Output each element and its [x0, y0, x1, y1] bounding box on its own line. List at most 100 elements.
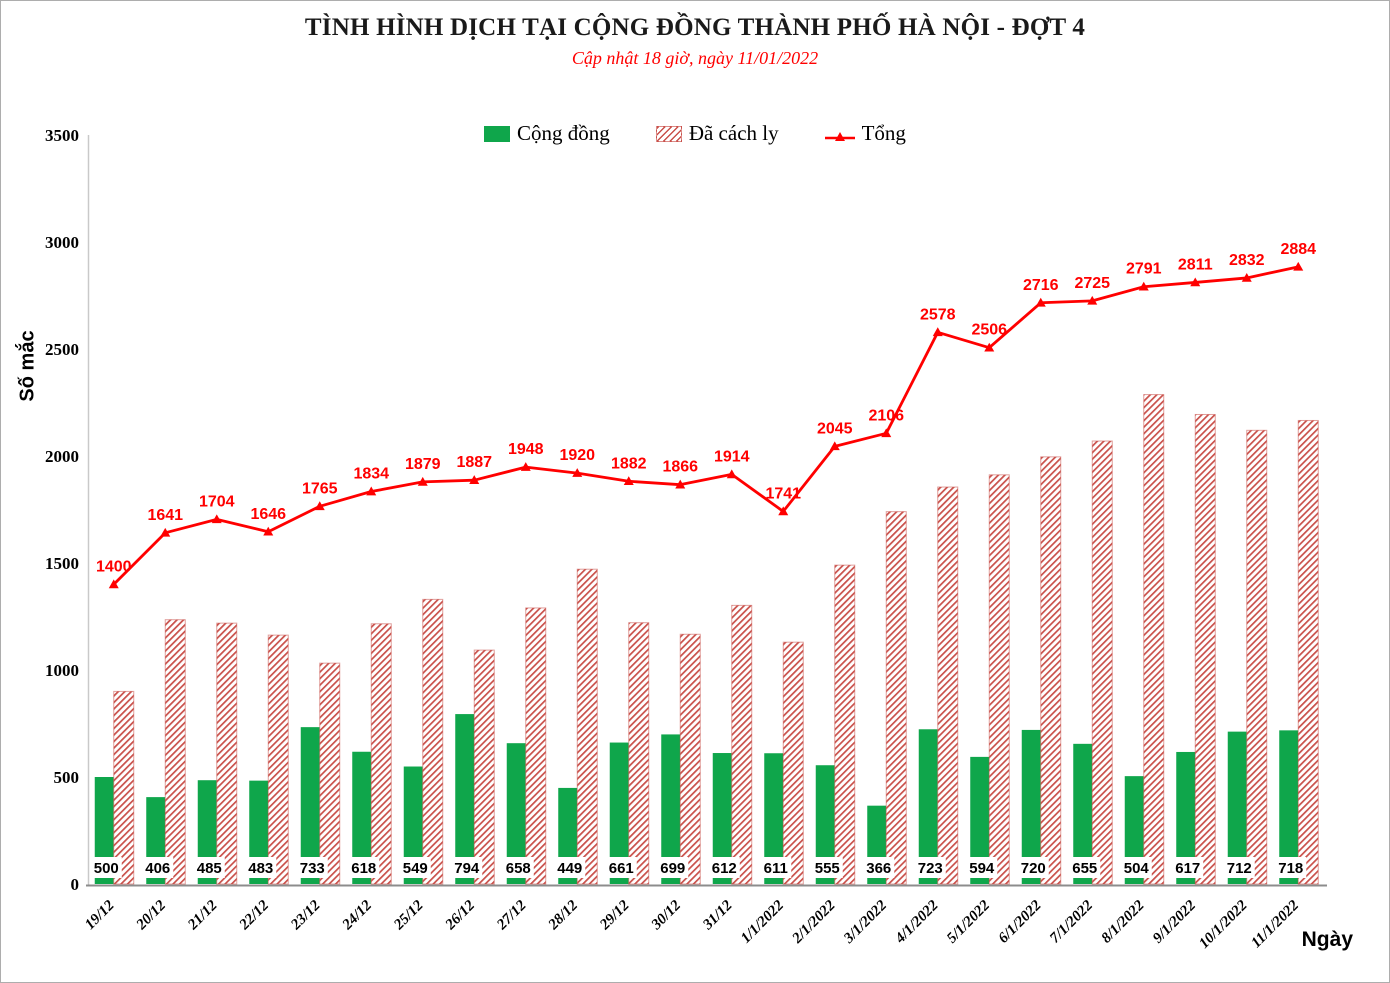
value-label-box [863, 857, 895, 878]
value-label-box [502, 857, 534, 878]
total-value-label: 1646 [250, 506, 286, 523]
value-label: 733 [300, 860, 325, 877]
legend-item-cong-dong: Cộng đồng [484, 121, 610, 146]
x-tick-label: 7/1/2022 [1047, 897, 1096, 946]
bar-cong-dong [1073, 743, 1093, 884]
triangle-marker-icon [1138, 281, 1149, 291]
bar-da-cach-ly [164, 619, 186, 885]
triangle-marker-icon [726, 469, 737, 479]
bar-cong-dong [352, 751, 372, 884]
bar-da-cach-ly [1297, 419, 1319, 885]
triangle-marker-icon [1293, 261, 1304, 271]
x-tick-labels: 19/12 20/12 21/12 22/12 23/12 24/12 25/12 26/12… [82, 897, 1302, 952]
value-label-box [245, 857, 277, 878]
triangle-marker-icon [108, 579, 119, 589]
triangle-marker-icon [314, 501, 325, 511]
value-label: 794 [454, 860, 480, 877]
bar-cong-dong [506, 743, 526, 884]
legend-item-tong: Tổng [824, 121, 906, 146]
total-line-markers [108, 261, 1304, 589]
bar-cong-dong [300, 727, 320, 884]
chart-title: TÌNH HÌNH DỊCH TẠI CỘNG ĐỒNG THÀNH PHỐ H… [304, 14, 1086, 41]
y-tick-label: 1000 [45, 661, 79, 680]
total-line-labels: 1400 1641 1704 1646 1765 1834 1879 1887 1948 1920… [96, 241, 1316, 576]
value-label: 718 [1278, 860, 1303, 877]
bar-da-cach-ly [782, 641, 804, 885]
value-label-box [296, 857, 328, 878]
total-value-label: 1920 [559, 447, 595, 464]
bar-da-cach-ly [267, 634, 289, 885]
bars-da-cach-ly [113, 394, 1319, 885]
bar-cong-dong [1227, 731, 1247, 884]
value-label: 723 [918, 860, 943, 877]
value-label-box [1223, 857, 1255, 878]
bar-da-cach-ly [1194, 413, 1216, 885]
y-tick-label: 2500 [45, 340, 79, 359]
total-value-label: 1887 [456, 454, 492, 471]
value-label: 500 [94, 860, 119, 877]
triangle-marker-icon [160, 527, 171, 537]
x-tick-label: 24/12 [339, 897, 376, 934]
bar-da-cach-ly [216, 622, 238, 885]
x-tick-label: 31/12 [699, 897, 736, 934]
value-label-box [399, 857, 431, 878]
bar-cong-dong [455, 714, 475, 884]
value-label: 555 [815, 860, 840, 877]
triangle-marker-icon [417, 476, 428, 486]
x-tick-label: 22/12 [236, 897, 273, 934]
x-tick-label: 26/12 [442, 897, 479, 934]
total-value-label: 1765 [302, 480, 338, 497]
value-label-box [193, 857, 225, 878]
total-value-label: 2791 [1126, 261, 1162, 278]
triangle-marker-icon [984, 342, 995, 352]
x-tick-label: 1/1/2022 [738, 897, 787, 946]
triangle-marker-icon [520, 462, 531, 471]
value-label: 661 [609, 860, 634, 877]
x-tick-label: 2/1/2022 [789, 897, 839, 947]
value-label-box [966, 857, 998, 878]
triangle-marker-icon [572, 468, 583, 477]
value-label-box [142, 857, 174, 878]
legend: Cộng đồng Đã cách ly Tổng [1, 121, 1389, 146]
triangle-marker-icon [1241, 272, 1252, 282]
x-tick-label: 4/1/2022 [892, 897, 942, 947]
value-label: 618 [351, 860, 376, 877]
legend-green-square-icon [484, 125, 511, 142]
triangle-marker-icon [1190, 277, 1201, 287]
bar-da-cach-ly [1246, 429, 1268, 885]
value-labels-cong-dong: 500 406 485 483 733 618 549 794 658 449 661 699 612 6… [90, 857, 1307, 878]
total-value-label: 1882 [611, 455, 647, 472]
value-label: 449 [557, 860, 582, 877]
value-label: 406 [145, 860, 170, 877]
value-label-box [1120, 857, 1152, 878]
total-value-label: 1704 [199, 493, 235, 510]
bar-da-cach-ly [628, 622, 650, 885]
bar-cong-dong [970, 756, 990, 884]
value-label: 617 [1175, 860, 1200, 877]
y-tick-label: 3000 [45, 233, 79, 252]
total-value-label: 2045 [817, 420, 853, 437]
bar-da-cach-ly [937, 486, 959, 885]
bar-cong-dong [661, 734, 681, 884]
legend-label-da-cach-ly: Đã cách ly [688, 121, 779, 145]
value-label-box [811, 857, 843, 878]
x-tick-label: 25/12 [390, 897, 427, 934]
bar-cong-dong [815, 765, 835, 884]
value-label-box [554, 857, 586, 878]
bar-da-cach-ly [988, 474, 1010, 885]
bar-da-cach-ly [576, 568, 598, 885]
value-label: 712 [1227, 860, 1252, 877]
bar-da-cach-ly [422, 598, 444, 885]
value-label: 612 [712, 860, 737, 877]
value-label: 504 [1124, 860, 1150, 877]
legend-line-marker-icon [824, 126, 855, 142]
triangle-marker-icon [778, 506, 789, 516]
value-label: 655 [1072, 860, 1097, 877]
value-label-box [90, 857, 122, 878]
triangle-marker-icon [675, 479, 686, 489]
x-tick-label: 21/12 [184, 897, 221, 934]
triangle-marker-icon [1035, 297, 1046, 307]
value-label-box [1172, 857, 1204, 878]
total-value-label: 1914 [714, 448, 750, 465]
